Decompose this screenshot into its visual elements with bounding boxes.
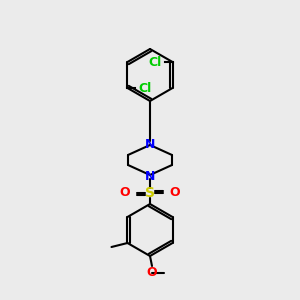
Text: Cl: Cl bbox=[139, 82, 152, 94]
Text: O: O bbox=[120, 187, 130, 200]
Text: N: N bbox=[145, 169, 155, 182]
Text: S: S bbox=[145, 186, 155, 200]
Text: O: O bbox=[170, 187, 180, 200]
Text: O: O bbox=[147, 266, 157, 280]
Text: N: N bbox=[145, 137, 155, 151]
Text: Cl: Cl bbox=[148, 56, 161, 68]
